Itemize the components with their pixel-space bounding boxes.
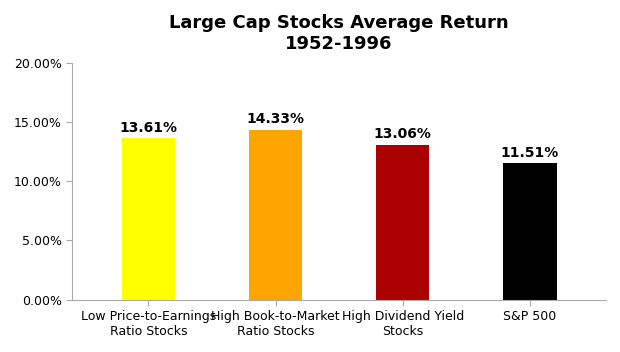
Text: 11.51%: 11.51% <box>501 146 559 160</box>
Bar <box>249 130 303 300</box>
Title: Large Cap Stocks Average Return
1952-1996: Large Cap Stocks Average Return 1952-199… <box>169 14 509 53</box>
Bar <box>376 145 430 300</box>
Text: 13.06%: 13.06% <box>374 127 432 141</box>
Text: 13.61%: 13.61% <box>120 121 177 135</box>
Bar <box>503 163 557 300</box>
Text: 14.33%: 14.33% <box>247 112 304 126</box>
Bar <box>122 138 175 300</box>
